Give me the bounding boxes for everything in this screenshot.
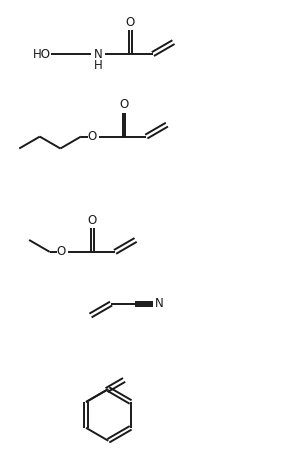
Text: HO: HO (33, 48, 51, 60)
Text: O: O (88, 213, 97, 227)
Text: O: O (119, 98, 128, 111)
Text: O: O (125, 16, 135, 29)
Text: H: H (94, 58, 103, 72)
Text: O: O (56, 245, 65, 258)
Text: N: N (155, 297, 164, 310)
Text: N: N (94, 48, 103, 60)
Text: O: O (87, 130, 97, 143)
